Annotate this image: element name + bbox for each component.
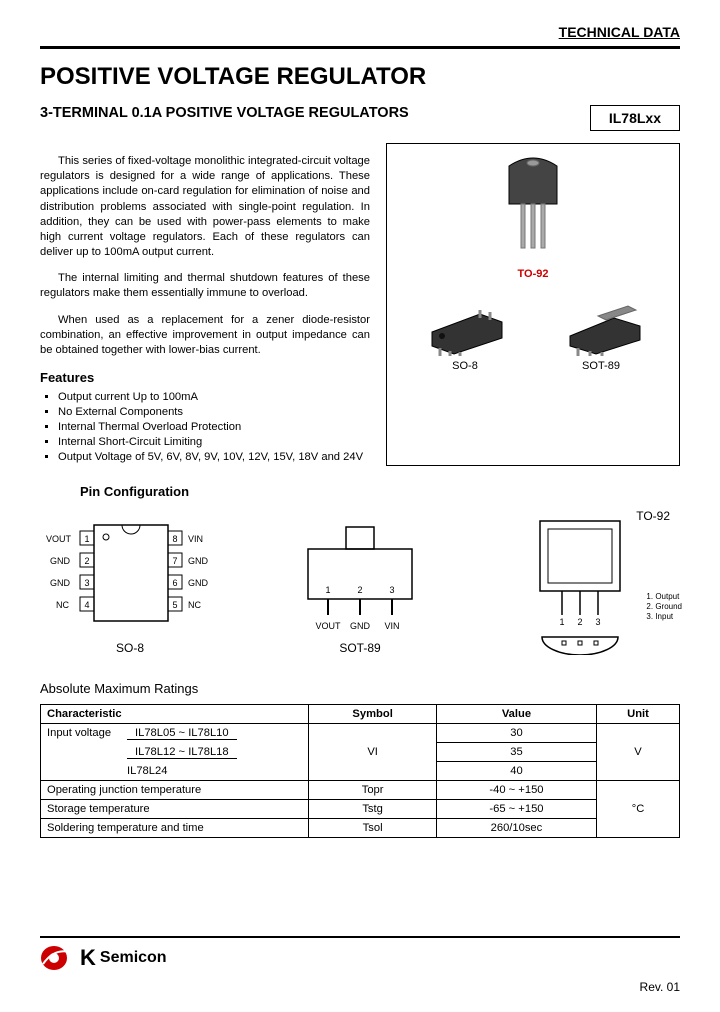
features-list: Output current Up to 100mA No External C… [40,391,370,463]
svg-text:NC: NC [56,600,69,610]
package-box: TO-92 SO-8 SOT-89 [386,143,680,466]
feature-item: Internal Short-Circuit Limiting [58,436,370,448]
svg-text:VIN: VIN [188,534,203,544]
brand-k: K [80,945,96,971]
features-title: Features [40,370,370,385]
svg-text:1: 1 [325,585,330,595]
svg-text:VOUT: VOUT [46,534,72,544]
svg-text:3: 3 [595,617,600,627]
so8-pinout: 1 2 3 4 8 7 6 5 VOUT GND GND NC VIN GND GND NC SO-8 [40,515,220,655]
so8-block: SO-8 [420,292,510,372]
revision: Rev. 01 [640,980,680,994]
feature-item: Output Voltage of 5V, 6V, 8V, 9V, 10V, 1… [58,451,370,463]
svg-text:VOUT: VOUT [315,621,341,631]
th-unit: Unit [597,704,680,723]
to92-label: TO-92 [518,268,549,280]
svg-text:5: 5 [172,600,177,610]
svg-text:NC: NC [188,600,201,610]
svg-text:VIN: VIN [384,621,399,631]
pin-config-title: Pin Configuration [80,484,680,499]
th-symbol: Symbol [309,704,436,723]
ratings-table: Characteristic Symbol Value Unit Input v… [40,704,680,838]
table-row: Operating junction temperature Topr -40 … [41,780,680,799]
svg-text:3: 3 [389,585,394,595]
paragraph-2: The internal limiting and thermal shutdo… [40,271,370,301]
diagram-row: 1234 8765 VOUTGNDGNDNC VINGNDGNDNC SO-8 … [40,505,680,655]
table-row: Soldering temperature and time Tsol 260/… [41,818,680,837]
svg-text:GND: GND [50,578,71,588]
svg-text:GND: GND [188,578,209,588]
subtitle-row: 3-TERMINAL 0.1A POSITIVE VOLTAGE REGULAT… [40,105,680,131]
abs-max-title: Absolute Maximum Ratings [40,681,680,696]
svg-text:GND: GND [50,556,71,566]
svg-text:GND: GND [188,556,209,566]
svg-text:2: 2 [577,617,582,627]
paragraph-1: This series of fixed-voltage monolithic … [40,154,370,260]
brand-semicon: Semicon [100,949,167,967]
subtitle: 3-TERMINAL 0.1A POSITIVE VOLTAGE REGULAT… [40,105,590,131]
sot89-label: SOT-89 [556,360,646,372]
to92-package-icon [489,154,577,264]
feature-item: Internal Thermal Overload Protection [58,421,370,433]
th-char: Characteristic [41,704,309,723]
to92-pinout: TO-92 1 2 3 1. Output 2. Ground 3. Input [500,505,680,655]
sot89-diag-label: SOT-89 [280,641,440,655]
table-row: IL78L24 40 [41,761,680,780]
svg-text:1: 1 [559,617,564,627]
paragraph-3: When used as a replacement for a zener d… [40,313,370,358]
so8-label: SO-8 [420,360,510,372]
svg-text:GND: GND [350,621,371,631]
table-row: Input voltageIL78L05 ~ IL78L10 30 [41,723,680,742]
part-number-box: IL78Lxx [590,105,680,131]
so8-package-icon [420,292,510,356]
svg-text:2: 2 [357,585,362,595]
to92-legend: 1. Output 2. Ground 3. Input [646,592,682,623]
svg-text:6: 6 [172,578,177,588]
sot89-pinout: 1 2 3 VOUT GND VIN SOT-89 [280,515,440,655]
svg-text:7: 7 [172,556,177,566]
logo-mark-icon [40,944,76,972]
table-header-row: Characteristic Symbol Value Unit [41,704,680,723]
feature-item: No External Components [58,406,370,418]
table-row: Storage temperature Tstg -65 ~ +150 °C [41,799,680,818]
brand-logo: KSemicon [40,944,680,972]
to92-top-label: TO-92 [636,509,670,523]
table-row: IL78L12 ~ IL78L18 VI 35 V [41,742,680,761]
svg-text:1: 1 [84,534,89,544]
svg-text:2: 2 [84,556,89,566]
bottom-rule [40,936,680,938]
svg-text:3: 3 [84,578,89,588]
package-sub-row: SO-8 SOT-89 [397,292,669,372]
left-col: This series of fixed-voltage monolithic … [40,143,370,466]
so8-diag-label: SO-8 [40,641,220,655]
svg-text:8: 8 [172,534,177,544]
top-rule [40,46,680,49]
body-two-col: This series of fixed-voltage monolithic … [40,143,680,466]
footer: KSemicon Rev. 01 [40,918,680,994]
tech-data-header: TECHNICAL DATA [40,24,680,40]
svg-text:4: 4 [84,600,89,610]
feature-item: Output current Up to 100mA [58,391,370,403]
sot89-package-icon [556,292,646,356]
main-title: POSITIVE VOLTAGE REGULATOR [40,63,680,91]
th-value: Value [436,704,596,723]
page: TECHNICAL DATA POSITIVE VOLTAGE REGULATO… [0,0,720,1012]
sot89-block: SOT-89 [556,292,646,372]
